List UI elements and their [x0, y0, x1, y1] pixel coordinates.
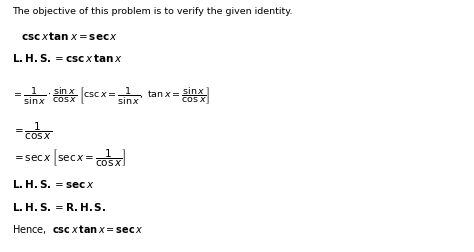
Text: $\mathbf{L.H.S.} = \mathbf{csc}\,\mathit{x}\,\mathbf{tan}\,\mathit{x}$: $\mathbf{L.H.S.} = \mathbf{csc}\,\mathit…: [12, 52, 122, 64]
Text: The objective of this problem is to verify the given identity.: The objective of this problem is to veri…: [12, 7, 292, 16]
Text: $= \mathrm{sec}\, x \;\left[ \mathrm{sec}\, x = \dfrac{1}{\cos x} \right]$: $= \mathrm{sec}\, x \;\left[ \mathrm{sec…: [12, 148, 126, 169]
Text: $= \dfrac{1}{\cos x}$: $= \dfrac{1}{\cos x}$: [12, 120, 52, 142]
Text: $\mathbf{csc}\,\mathit{x}\,\mathbf{tan}\,\mathit{x} = \mathbf{sec}\,\mathit{x}$: $\mathbf{csc}\,\mathit{x}\,\mathbf{tan}\…: [21, 30, 118, 42]
Text: $= \dfrac{1}{\sin x} \cdot \dfrac{\sin x}{\cos x} \;\left[ \mathrm{csc}\, x = \d: $= \dfrac{1}{\sin x} \cdot \dfrac{\sin x…: [12, 85, 210, 106]
Text: $\mathbf{L.H.S.} = \mathbf{R.H.S.}$: $\mathbf{L.H.S.} = \mathbf{R.H.S.}$: [12, 201, 106, 213]
Text: Hence,  $\mathbf{csc}\,\mathit{x}\,\mathbf{tan}\,\mathit{x} = \mathbf{sec}\,\mat: Hence, $\mathbf{csc}\,\mathit{x}\,\mathb…: [12, 223, 144, 236]
Text: $\mathbf{L.H.S.} = \mathbf{sec}\,\mathit{x}$: $\mathbf{L.H.S.} = \mathbf{sec}\,\mathit…: [12, 178, 94, 191]
